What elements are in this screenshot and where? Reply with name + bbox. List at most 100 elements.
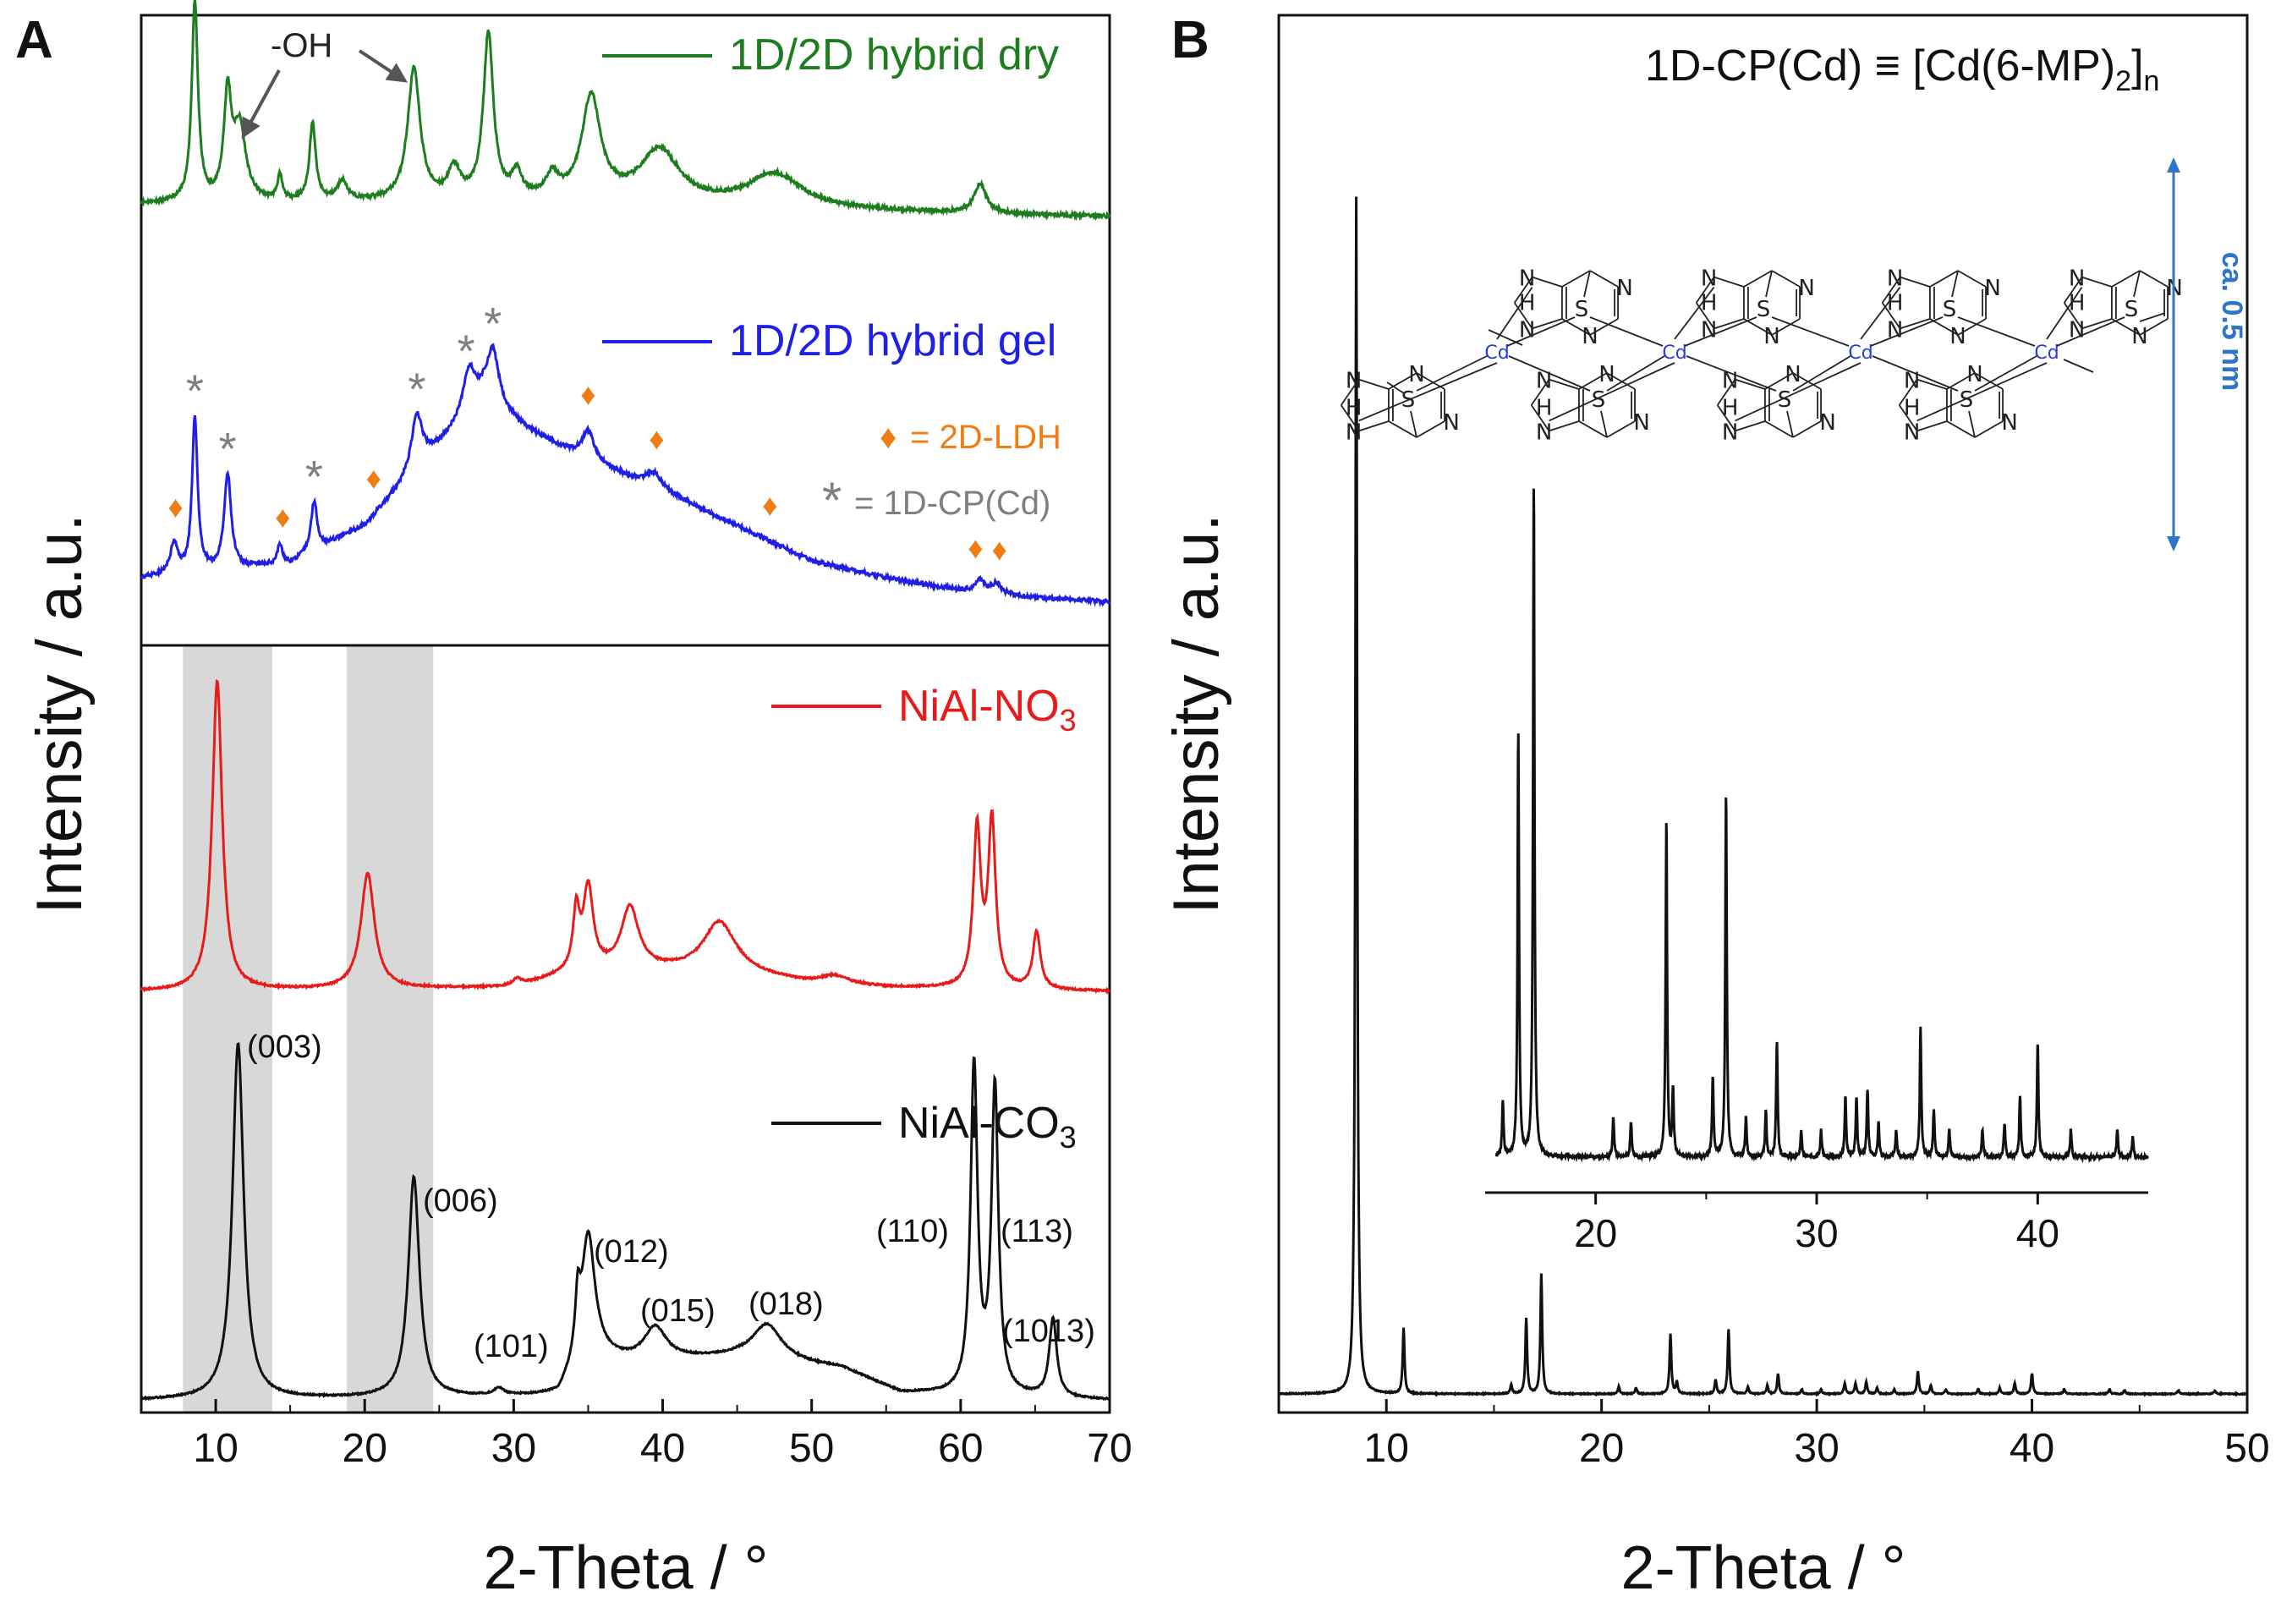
bond — [1716, 379, 1736, 406]
oh-label: -OH — [271, 27, 332, 64]
atom-n: N — [1536, 369, 1552, 394]
bond — [1388, 420, 1417, 438]
y-axis-label-b: Intensity / a.u. — [1160, 513, 1232, 914]
series-b — [1277, 196, 2249, 1397]
atom-s: S — [1960, 387, 1974, 413]
bond — [1957, 270, 1987, 288]
bond — [1771, 270, 1801, 288]
atom-n: N — [1346, 420, 1362, 445]
legend-label-dry: 1D/2D hybrid dry — [729, 30, 1059, 80]
bond — [1606, 372, 1636, 390]
x-tick-label: 30 — [491, 1426, 536, 1471]
atom-n: N — [1785, 362, 1801, 387]
miller-label: (113) — [1001, 1214, 1073, 1249]
atom-n: N — [1701, 317, 1717, 343]
oh-annotation: -OH — [241, 27, 408, 140]
bond — [1695, 277, 1715, 304]
cp-legend-symbol: * — [822, 472, 842, 529]
bond — [1764, 372, 1794, 390]
atom-n: N — [1443, 410, 1459, 436]
bond — [2063, 359, 2094, 373]
bond — [1583, 270, 1591, 298]
bond — [2081, 318, 2113, 330]
atom-n: N — [1887, 266, 1903, 292]
cp-marker: * — [484, 299, 502, 349]
dimension-arrowhead-top — [2167, 157, 2180, 173]
atom-h: H — [1887, 290, 1904, 315]
bond — [1416, 355, 1488, 392]
cp-marker: * — [305, 452, 323, 502]
atom-n: N — [1798, 276, 1814, 301]
plot-frame-a — [140, 14, 1111, 1414]
x-tick-label: 40 — [2010, 1426, 2054, 1471]
legend-gel: 1D/2D hybrid gel — [602, 316, 1056, 365]
atom-n: N — [1582, 324, 1598, 349]
legend-no3-text: NiAl-NO — [898, 682, 1060, 731]
bond — [1792, 355, 1851, 392]
bond — [1764, 420, 1794, 438]
bond — [1410, 410, 1417, 438]
atom-h: H — [1346, 396, 1363, 421]
bond — [1358, 362, 1498, 422]
atom-n: N — [1633, 410, 1649, 436]
cp-marker: * — [186, 366, 204, 417]
inset-plot: 20 30 40 — [1485, 488, 2149, 1255]
ldh-marker: ♦ — [366, 461, 381, 496]
bond — [1974, 420, 2004, 438]
y-axis-label-a: Intensity / a.u. — [24, 513, 96, 914]
bond — [2111, 318, 2141, 336]
bond — [1530, 379, 1550, 406]
panel-b: B 10 20 30 40 50 20 30 40 1D-CP(Cd) ≡ [Cd(6-MP… — [1160, 11, 2270, 1602]
ldh-marker: ♦ — [762, 488, 777, 523]
bond — [1716, 404, 1736, 431]
legend-label-co3: NiAl-CO3 — [898, 1099, 1077, 1155]
bond — [1561, 270, 1591, 288]
atom-n: N — [1408, 362, 1424, 387]
bond — [1974, 372, 2004, 390]
x-tick-label: 50 — [789, 1426, 834, 1471]
legend-label-no3: NiAl-NO3 — [898, 682, 1077, 738]
bond — [1916, 420, 1948, 432]
atom-n: N — [2001, 410, 2017, 436]
bond — [1898, 379, 1918, 406]
atom-h: H — [2069, 290, 2086, 315]
bond — [1946, 372, 1976, 390]
atom-n: N — [2131, 324, 2147, 349]
series-line-gel — [140, 343, 1111, 608]
bond — [1358, 378, 1390, 390]
bond — [1881, 277, 1901, 304]
miller-label: (012) — [594, 1234, 669, 1270]
x-tick-label: 60 — [938, 1426, 983, 1471]
bond — [1606, 420, 1636, 438]
bond — [1549, 362, 1675, 422]
x-tick-label: 40 — [640, 1426, 685, 1471]
atom-n: N — [1904, 420, 1920, 445]
x-tick-label: 10 — [1364, 1426, 1409, 1471]
x-axis-label-a: 2-Theta / ° — [484, 1534, 769, 1602]
bond — [1786, 410, 1794, 438]
cp-legend-label: = 1D-CP(Cd) — [854, 485, 1050, 522]
bond — [2139, 312, 2166, 322]
x-tick-label: 20 — [343, 1426, 387, 1471]
miller-indices: (003) (006) (101) (012) (015) (018) (110… — [247, 1029, 1095, 1364]
bond — [1929, 318, 1959, 336]
bond — [1872, 355, 1959, 392]
miller-label: (015) — [640, 1293, 716, 1329]
bond — [1508, 355, 1591, 392]
atom-n: N — [1949, 324, 1966, 349]
inset-x-tick-label: 20 — [1574, 1211, 1617, 1255]
bond — [1589, 316, 1664, 347]
series-line-dry — [140, 0, 1111, 222]
panel-b-label: B — [1171, 11, 1209, 69]
series-a — [140, 0, 1111, 1402]
bond — [2063, 302, 2083, 329]
chart-title-b: 1D-CP(Cd) ≡ [Cd(6-MP)2]n — [1645, 41, 2159, 97]
x-tick-label: 30 — [1794, 1426, 1839, 1471]
bond — [1532, 276, 1563, 288]
title-subscript-2: n — [2144, 65, 2160, 97]
atom-n: N — [1763, 324, 1779, 349]
x-tick-label: 70 — [1087, 1426, 1132, 1471]
bond — [1974, 355, 2037, 392]
bond — [1340, 379, 1360, 406]
x-ticks-b: 10 20 30 40 50 — [1364, 1399, 2270, 1471]
